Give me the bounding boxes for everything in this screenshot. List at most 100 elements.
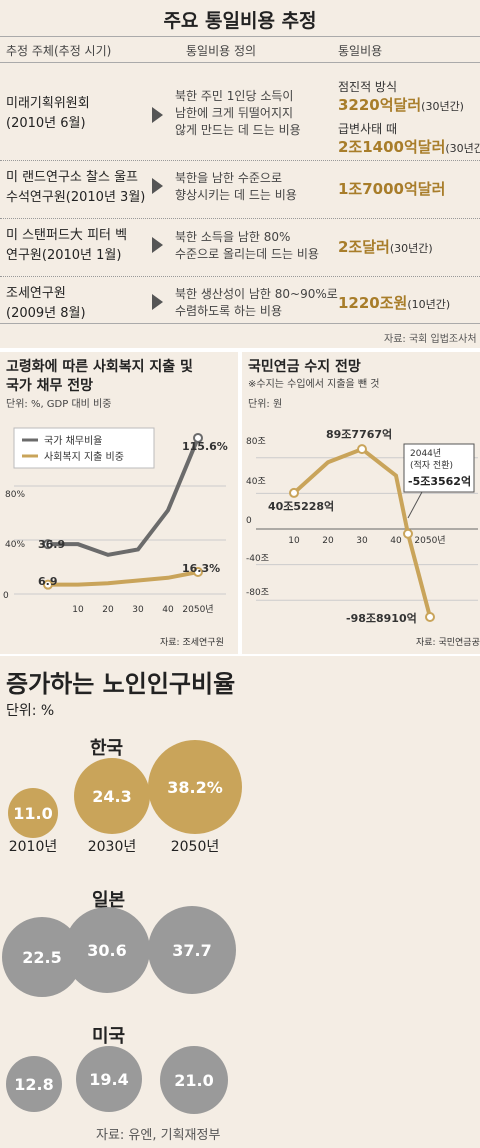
row-org: 조세연구원 (2009년 8월) xyxy=(6,286,86,321)
cost-value: 1220조원(10년간) xyxy=(338,294,451,312)
data-point xyxy=(403,528,413,539)
country-label-japan: 일본 xyxy=(92,890,126,911)
header-cost: 통일비용 xyxy=(338,44,383,58)
data-point xyxy=(43,579,53,590)
x-tick-label: 20 xyxy=(102,605,114,615)
bubble-korea-2010: 11.0 xyxy=(8,788,58,838)
arrow-icon xyxy=(152,294,163,310)
legend-welfare-label: 사회복지 지출 비중 xyxy=(44,451,124,463)
divider xyxy=(0,218,480,219)
arrow-icon xyxy=(152,178,163,194)
welfare-chart-title: 고령화에 따른 사회복지 지출 및 국가 채무 전망 xyxy=(6,359,193,394)
annotation-deficit-note: (적자 전환) xyxy=(410,459,453,471)
country-label-usa: 미국 xyxy=(92,1026,126,1047)
welfare-chart-panel xyxy=(0,352,238,654)
bubble-japan-2050: 37.7 xyxy=(148,906,236,994)
welfare-chart-source: 자료: 조세연구원 xyxy=(160,637,224,648)
annotation-deficit-year: 2044년 xyxy=(410,448,441,459)
row-definition: 북한 소득을 남한 80% 수준으로 올리는데 드는 비용 xyxy=(175,230,319,261)
data-point xyxy=(289,487,299,498)
legend-debt-label: 국가 채무비율 xyxy=(44,435,102,447)
pension-chart: 80조 40조 0 -40조 -80조 10 20 30 40 2050년 40조522… xyxy=(246,428,480,648)
cost-value: 3220억달러(30년간) xyxy=(338,96,464,114)
y-tick-label: 80조 xyxy=(246,437,266,447)
x-tick-label: 2050년 xyxy=(414,535,445,546)
welfare-chart-unit: 단위: %, GDP 대비 비중 xyxy=(6,399,112,410)
divider xyxy=(0,160,480,161)
elderly-ratio-panel xyxy=(0,656,480,1148)
data-label-debt-end: 115.6% xyxy=(182,440,228,453)
x-tick-label: 2050년 xyxy=(182,604,213,615)
annotation-leader xyxy=(407,491,423,519)
data-label-welfare-start: 6.9 xyxy=(38,575,58,588)
legend-box xyxy=(13,427,155,469)
pension-chart-panel xyxy=(242,352,480,654)
bubble-japan-2030: 30.6 xyxy=(64,907,150,993)
elderly-title: 증가하는 노인인구비율 xyxy=(6,670,236,698)
y-tick-label: 80% xyxy=(5,490,25,500)
y-tick-label: -80조 xyxy=(246,588,269,598)
y-tick-label: 40조 xyxy=(246,477,266,487)
x-tick-label: 20 xyxy=(322,536,334,546)
divider xyxy=(0,276,480,277)
cost-label: 점진적 방식 xyxy=(338,80,398,94)
arrow-icon xyxy=(152,237,163,253)
welfare-plot-area: 10 20 30 40 2050년 xyxy=(14,432,226,615)
pension-chart-note: ※수지는 수입에서 지출을 뺀 것 xyxy=(248,379,380,390)
data-point xyxy=(425,612,435,623)
data-label-welfare-end: 16.3% xyxy=(182,562,220,575)
unification-cost-table xyxy=(0,0,480,348)
header-org: 추정 주체(추정 시기) xyxy=(6,44,112,58)
cost-value: 2조1400억달러(30년간) xyxy=(338,138,480,156)
x-tick-label: 10 xyxy=(288,536,300,546)
y-tick-label: 0 xyxy=(3,591,9,601)
year-label-2010: 2010년 xyxy=(8,839,58,855)
y-tick-label: 0 xyxy=(246,516,252,526)
divider xyxy=(0,62,480,63)
row-org: 미 랜드연구소 찰스 울프 수석연구원(2010년 3월) xyxy=(6,170,146,205)
table-source: 자료: 국회 입법조사처 xyxy=(384,334,477,345)
arrow-icon xyxy=(152,107,163,123)
cost-value: 1조7000억달러 xyxy=(338,180,446,198)
row-definition: 북한을 남한 수준으로 향상시키는 데 드는 비용 xyxy=(175,171,297,202)
year-label-2030: 2030년 xyxy=(87,839,137,855)
data-point xyxy=(357,444,367,455)
country-label-korea: 한국 xyxy=(90,738,124,759)
series-line xyxy=(48,437,200,557)
cost-label: 급변사태 때 xyxy=(338,122,398,136)
x-tick-label: 40 xyxy=(162,605,174,615)
bubble-usa-2010: 12.8 xyxy=(6,1056,62,1112)
pension-chart-source: 자료: 국민연금공단 xyxy=(416,637,480,648)
bubble-korea-2030: 24.3 xyxy=(74,758,150,834)
row-org: 미래기획위원회 (2010년 6월) xyxy=(6,96,90,131)
year-label-2050: 2050년 xyxy=(170,839,220,855)
cost-value: 2조달러(30년간) xyxy=(338,238,433,256)
data-label-2050: -98조8910억 xyxy=(346,612,417,625)
bubble-korea-2050: 38.2% xyxy=(148,740,242,834)
data-label-2010: 40조5228억 xyxy=(268,500,334,513)
welfare-chart: 국가 채무비율 사회복지 지출 비중 80% 40% 0 10 20 30 40 205… xyxy=(3,427,228,648)
elderly-source: 자료: 유엔, 기획재정부 xyxy=(96,1128,221,1143)
row-definition: 북한 생산성이 남한 80~90%로 수렴하도록 하는 비용 xyxy=(175,287,338,318)
annotation-box xyxy=(403,443,475,493)
row-org: 미 스탠퍼드大 피터 벡 연구원(2010년 1월) xyxy=(6,228,128,263)
series-line xyxy=(292,446,432,618)
x-tick-label: 40 xyxy=(390,536,402,546)
data-label-peak: 89조7767억 xyxy=(326,428,392,441)
x-tick-label: 10 xyxy=(72,605,84,615)
data-label-2044: -5조3562억 xyxy=(408,475,471,488)
y-tick-label: 40% xyxy=(5,540,25,550)
table-title: 주요 통일비용 추정 xyxy=(163,10,317,32)
x-tick-label: 30 xyxy=(356,536,368,546)
pension-chart-unit: 단위: 원 xyxy=(248,399,283,410)
divider xyxy=(0,323,480,324)
data-point xyxy=(43,539,53,550)
divider xyxy=(0,36,480,37)
pension-chart-title: 국민연금 수지 전망 xyxy=(248,359,361,375)
data-point xyxy=(193,432,203,443)
header-definition: 통일비용 정의 xyxy=(186,44,257,58)
series-line xyxy=(48,570,199,587)
row-definition: 북한 주민 1인당 소득이 남한에 크게 뒤떨어지지 않게 만드는 데 드는 비… xyxy=(175,89,301,137)
data-point xyxy=(193,566,203,577)
bubble-usa-2050: 21.0 xyxy=(160,1046,228,1114)
